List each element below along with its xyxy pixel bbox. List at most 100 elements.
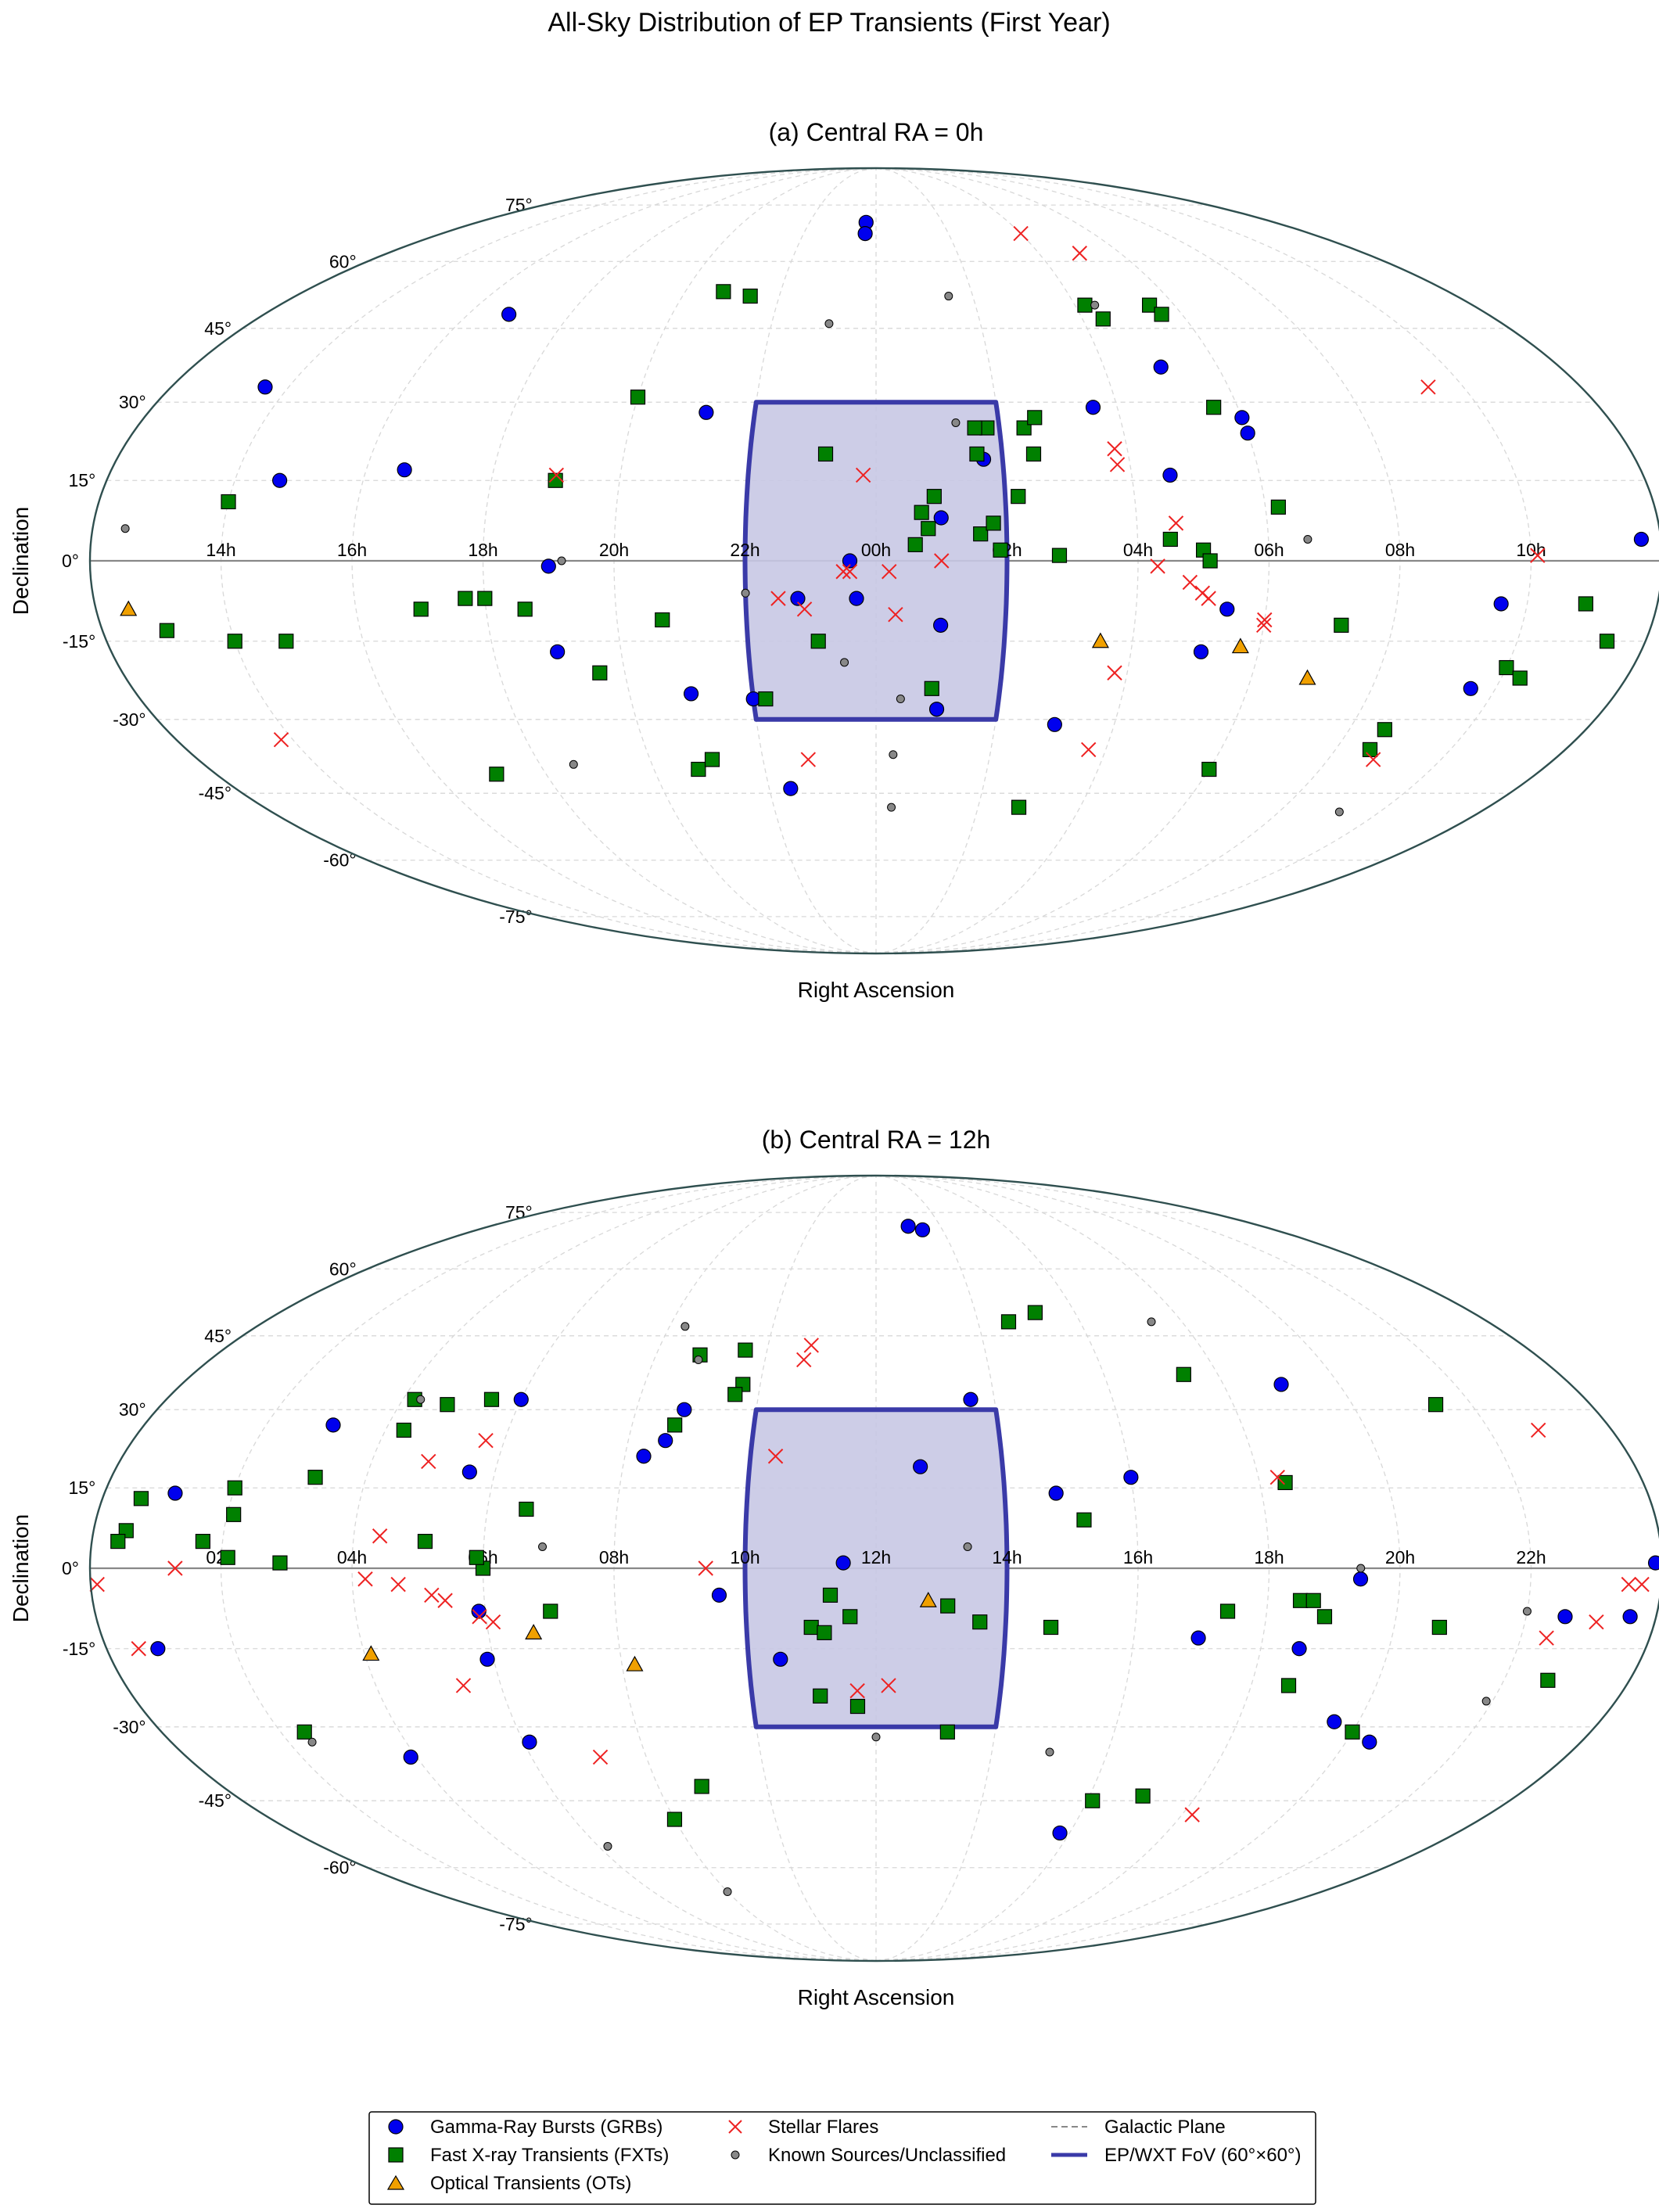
grb-marker [1048,1485,1064,1501]
grb-marker [540,558,556,574]
ra-tick-label: 00h [861,540,891,560]
flare-marker [1589,1614,1604,1630]
known-source-marker [603,1841,612,1851]
ot-marker [1231,637,1249,654]
known-source-marker [538,1542,548,1551]
flare-marker [131,1641,146,1657]
legend: Gamma-Ray Bursts (GRBs) Fast X-ray Trans… [368,2111,1316,2205]
known-source-marker [1334,807,1344,817]
fxt-marker [1051,548,1068,563]
grb-marker [167,1485,183,1501]
ot-marker [525,1624,543,1639]
ot-marker [362,1645,380,1661]
legend-fxt-marker [388,2147,404,2163]
fxt-marker [704,752,720,767]
legend-fov-label: EP/WXT FoV (60°×60°) [1104,2145,1302,2166]
panel-b-markers [89,1219,1659,1897]
known-source-marker [1522,1607,1532,1616]
fxt-marker [1599,634,1615,649]
fxt-marker [1077,297,1093,313]
fxt-marker [440,1397,455,1413]
flare-marker [1531,1422,1546,1438]
grb-marker [257,379,273,395]
ra-tick-label: 18h [1254,1547,1284,1567]
fxt-marker [413,601,429,617]
fxt-marker [1427,1397,1444,1413]
legend-known-label: Known Sources/Unclassified [768,2145,1006,2166]
flare-marker [390,1576,406,1593]
fxt-marker [489,767,505,782]
grid-meridian [482,1175,877,1962]
fxt-marker [986,515,1001,531]
fxt-marker [220,1549,235,1565]
grb-marker [677,1402,692,1417]
known-source-marker [557,556,566,566]
grb-marker [513,1391,529,1407]
dec-tick-label: 75° [505,195,533,215]
grb-marker [1052,1825,1068,1841]
grb-marker [1557,1609,1573,1625]
flare-marker [478,1433,494,1449]
known-source-marker [951,418,961,427]
panel-a-title: (a) Central RA = 0h [769,118,984,146]
fxt-marker [967,420,982,436]
flare-marker [1365,752,1381,767]
flare-marker [1184,1807,1200,1822]
fxt-marker [969,446,985,462]
known-source-marker [1045,1747,1054,1757]
fxt-marker [417,1534,433,1549]
dec-tick-label: 0° [62,1558,79,1578]
fxt-marker [1095,311,1111,327]
fxt-marker [307,1470,323,1485]
fxt-marker [543,1603,558,1619]
flare-marker [592,1749,609,1765]
ot-marker [1091,632,1109,648]
fxt-marker [159,623,174,638]
dec-tick-label: -30° [113,1717,145,1737]
figure-title: All-Sky Distribution of EP Transients (F… [548,8,1110,38]
fxt-marker [272,1555,288,1571]
legend-ot-marker [386,2174,405,2190]
legend-item-known: Known Sources/Unclassified [731,2145,1006,2166]
fxt-marker [1292,1593,1309,1608]
flare-marker [698,1560,713,1576]
grb-marker [933,510,949,526]
fxt-marker [630,390,646,405]
flare-marker [357,1571,373,1587]
grb-marker [849,591,864,606]
grb-marker [1085,400,1101,415]
grb-marker [150,1641,166,1657]
flare-marker [437,1593,453,1608]
flare-marker [1080,742,1097,758]
dec-tick-label: -45° [199,1790,232,1811]
grb-marker [900,1219,916,1234]
fxt-marker [666,1812,683,1827]
fxt-marker [519,1501,534,1517]
fxt-marker [227,634,242,649]
fxt-marker [1512,670,1528,686]
flare-marker [1539,1630,1554,1646]
fxt-marker [1270,499,1286,515]
dec-tick-label: -30° [113,709,145,730]
dec-tick-label: 30° [119,1399,146,1420]
grb-marker [842,553,858,569]
flare-marker [421,1453,436,1470]
flare-marker [273,731,289,748]
panel-a-xlabel: Right Ascension [798,978,955,1002]
grb-marker [501,307,517,322]
panel-b-title: (b) Central RA = 12h [762,1126,991,1154]
grb-marker [325,1417,341,1433]
flare-marker [842,564,858,580]
fxt-marker [694,1779,709,1794]
dec-tick-label: 45° [204,318,232,339]
flare-marker [796,601,813,617]
ra-tick-label: 14h [992,1547,1022,1567]
legend-item-ot: Optical Transients (OTs) [386,2173,631,2194]
dec-tick-label: 75° [505,1202,533,1223]
ra-tick-label: 18h [468,540,497,560]
grb-marker [1193,644,1209,659]
fxt-marker [1377,722,1392,738]
fxt-marker [1162,531,1178,548]
flare-marker [881,1678,896,1693]
dec-tick-label: 0° [62,551,79,571]
